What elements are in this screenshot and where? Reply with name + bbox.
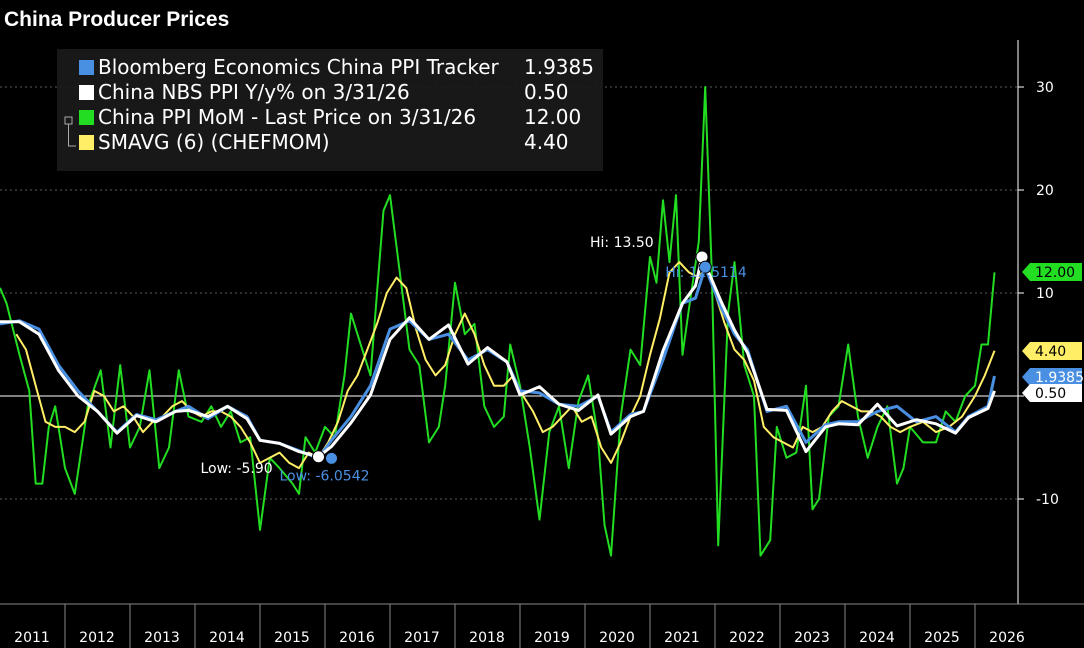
legend-label: Bloomberg Economics China PPI Tracker xyxy=(98,55,500,79)
legend-label: China PPI MoM - Last Price on 3/31/26 xyxy=(98,105,476,129)
x-tick-label: 2019 xyxy=(534,630,570,646)
y-tick-label: 10 xyxy=(1036,286,1054,302)
x-tick-label: 2015 xyxy=(274,630,310,646)
legend-label: China NBS PPI Y/y% on 3/31/26 xyxy=(98,80,410,104)
x-tick-label: 2014 xyxy=(209,630,245,646)
series-lines xyxy=(0,86,996,557)
y-tick-label: 20 xyxy=(1036,183,1054,199)
legend-value: 12.00 xyxy=(524,105,581,129)
legend-swatch xyxy=(79,110,94,125)
x-tick-label: 2024 xyxy=(859,630,895,646)
extreme-markers: Hi: 13.50 Hi: 12.5114 Low: -5.90 Low: -6.05… xyxy=(201,235,747,484)
last-value-tag xyxy=(1022,368,1082,386)
extreme-marker xyxy=(312,450,325,464)
x-tick-label: 2016 xyxy=(339,630,375,646)
tree-connector-icon xyxy=(68,124,76,147)
last-value-tag-label: 12.00 xyxy=(1035,265,1075,281)
extreme-annotation: Hi: 12.5114 xyxy=(665,265,747,281)
x-axis: 2011 2012 2013 2014 2015 2016 2017 2018 2019 2020… xyxy=(0,603,1084,648)
x-tick-label: 2026 xyxy=(989,630,1025,646)
last-value-tag xyxy=(1022,263,1082,281)
last-value-tag-label: 4.40 xyxy=(1035,344,1066,360)
y-tick-label: 30 xyxy=(1036,80,1054,96)
x-tick-label: 2020 xyxy=(599,630,635,646)
y-axis: -100102030 xyxy=(1017,40,1059,604)
extreme-annotation: Low: -5.90 xyxy=(201,461,273,477)
legend-swatch xyxy=(79,85,94,100)
x-tick-label: 2023 xyxy=(794,630,830,646)
smavg-line xyxy=(15,261,996,470)
legend: Bloomberg Economics China PPI Tracker 1.9… xyxy=(57,49,603,171)
x-tick-label: 2011 xyxy=(14,630,50,646)
legend-box xyxy=(57,49,603,171)
legend-value: 1.9385 xyxy=(524,55,594,79)
legend-swatch xyxy=(79,135,94,150)
x-tick-label: 2018 xyxy=(469,630,505,646)
gridlines xyxy=(0,86,1018,500)
last-value-tag xyxy=(1022,342,1082,360)
x-tick-label: 2022 xyxy=(729,630,765,646)
x-tick-label: 2012 xyxy=(79,630,115,646)
ppi-mom-line xyxy=(0,86,996,557)
legend-swatch xyxy=(79,60,94,75)
last-value-tag-label: 0.50 xyxy=(1035,386,1066,402)
legend-value: 4.40 xyxy=(524,130,569,154)
extreme-marker xyxy=(325,451,338,465)
extreme-marker xyxy=(698,260,712,274)
y-tick-label: -10 xyxy=(1036,492,1059,508)
legend-value: 0.50 xyxy=(524,80,569,104)
legend-label: SMAVG (6) (CHEFMOM) xyxy=(98,130,330,154)
nbs-ppi-line xyxy=(0,255,996,459)
x-tick-label: 2021 xyxy=(664,630,700,646)
x-tick-label: 2025 xyxy=(924,630,960,646)
last-value-tag-label: 1.9385 xyxy=(1035,370,1084,386)
x-tick-label: 2017 xyxy=(404,630,440,646)
extreme-annotation: Hi: 13.50 xyxy=(590,235,654,251)
extreme-annotation: Low: -6.0542 xyxy=(280,468,370,484)
x-tick-label: 2013 xyxy=(144,630,180,646)
chart-title: China Producer Prices xyxy=(4,8,229,31)
last-value-tag xyxy=(1022,384,1082,402)
